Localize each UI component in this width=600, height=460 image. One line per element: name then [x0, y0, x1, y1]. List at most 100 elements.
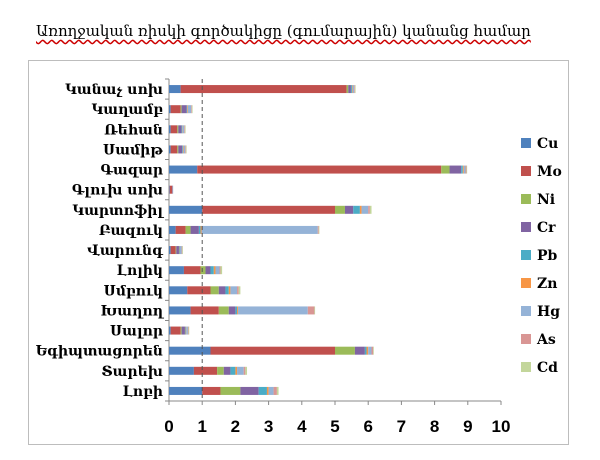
legend-swatch-cr	[521, 222, 531, 232]
bar-segment-as	[243, 366, 246, 375]
bar-segment-cu	[169, 145, 171, 154]
bar-segment-cr	[178, 145, 183, 154]
legend-label: Hg	[537, 304, 560, 320]
bar-segment-cd	[245, 366, 248, 375]
bar-segment-ni	[185, 225, 191, 234]
bar-segment-as	[184, 125, 185, 134]
bar-segment-pb	[225, 286, 229, 295]
bar-segment-pb	[364, 346, 367, 355]
bar-segment-cd	[184, 125, 186, 134]
legend-label: Mo	[537, 164, 562, 180]
y-tick-label: Եգիպտացորեն	[36, 344, 163, 360]
bar-segment-hg	[183, 145, 186, 154]
bar-segment-cr	[205, 266, 211, 275]
bar-segment-ni	[180, 326, 182, 335]
bar-segment-cu	[169, 185, 170, 194]
bar-segment-zn	[266, 386, 269, 395]
bar-segment-pb	[181, 125, 183, 134]
bar-segment-cr	[190, 225, 199, 234]
bar-segment-pb	[184, 326, 186, 335]
x-tick-label: 3	[264, 417, 273, 436]
legend-swatch-cu	[521, 138, 531, 148]
bar-segment-cu	[169, 205, 203, 214]
bar-segment-mo	[193, 366, 218, 375]
bar-segment-ni	[335, 205, 345, 214]
bar-segment-cd	[466, 165, 468, 174]
bar-segment-hg	[268, 386, 274, 395]
bar-segment-cd	[188, 326, 190, 335]
bar-segment-zn	[351, 85, 353, 94]
x-tick-label: 10	[492, 417, 511, 436]
y-tick-label: Սամիթ	[103, 142, 163, 158]
bar-segment-ni	[335, 346, 355, 355]
bar-segment-ni	[175, 246, 177, 255]
bar-segment-as	[465, 165, 467, 174]
bar-segment-cu	[169, 386, 203, 395]
bar-segment-ni	[200, 266, 206, 275]
bar-segment-hg	[238, 306, 308, 315]
bar-segment-cu	[169, 306, 191, 315]
bar-segment-ni	[220, 386, 241, 395]
x-tick-label: 9	[463, 417, 472, 436]
bar-segment-cd	[191, 105, 193, 114]
bar-segment-mo	[202, 205, 335, 214]
bar-segment-mo	[169, 185, 173, 194]
bar-segment-cr	[348, 85, 351, 94]
bar-segment-ni	[218, 306, 229, 315]
bar-segment-hg	[186, 326, 188, 335]
bar-segment-cu	[169, 165, 198, 174]
bar-segment-zn	[179, 246, 181, 255]
bar-segment-hg	[187, 105, 192, 114]
bar-segment-hg	[201, 225, 318, 234]
bar-segment-mo	[190, 306, 219, 315]
x-tick-label: 4	[297, 417, 307, 436]
legend-swatch-mo	[521, 166, 531, 176]
legend-swatch-as	[521, 334, 531, 344]
bar-segment-zn	[366, 346, 369, 355]
bar-segment-pb	[182, 145, 183, 154]
x-tick-label: 8	[430, 417, 439, 436]
bar-segment-zn	[462, 165, 464, 174]
bar-segment-ni	[441, 165, 450, 174]
bar-segment-zn	[228, 286, 231, 295]
bar-segment-cd	[182, 246, 183, 255]
y-tick-label: Վարունգ	[87, 243, 164, 259]
bar-segment-hg	[237, 366, 244, 375]
y-tick-label: Կանաչ սոխ	[65, 82, 163, 98]
bar-segment-hg	[182, 125, 185, 134]
bar-segment-cr	[228, 306, 236, 315]
bar-segment-as	[317, 225, 319, 234]
bar-segment-zn	[200, 225, 202, 234]
bar-segment-mo	[183, 266, 201, 275]
bar-segment-as	[371, 346, 374, 355]
y-tick-label: Բազուկ	[99, 223, 163, 239]
bar-segment-hg	[179, 246, 182, 255]
bar-segment-pb	[235, 306, 238, 315]
y-tick-label: Կարտոֆիլ	[72, 203, 164, 219]
stacked-bar-chart: Կանաչ սոխ Կաղամբ Ռեհան Սամիթ Գազար Գլուխ սոխ Կ…	[36, 78, 562, 436]
bar-segment-as	[219, 266, 221, 275]
bar-segment-as	[273, 386, 277, 395]
bar-segment-pb	[353, 205, 360, 214]
bar-segment-mo	[170, 145, 178, 154]
bar-segment-as	[354, 85, 355, 94]
legend-swatch-hg	[521, 306, 531, 316]
bar-segment-mo	[202, 386, 221, 395]
bar-segment-mo	[210, 346, 335, 355]
bar-segment-cr	[181, 326, 185, 335]
bar-segment-cr	[240, 386, 259, 395]
bar-segment-mo	[175, 225, 186, 234]
bar-segment-cu	[169, 366, 194, 375]
legend-label: Cu	[537, 136, 558, 152]
legend-label: As	[536, 332, 556, 348]
bar-segment-zn	[237, 306, 239, 315]
bar-segment-hg	[361, 205, 369, 214]
bar-segment-cr	[354, 346, 365, 355]
bar-segment-cd	[354, 85, 356, 94]
bar-segment-cu	[169, 286, 188, 295]
legend-swatch-cd	[521, 362, 531, 372]
bar-segment-ni	[177, 145, 179, 154]
x-tick-label: 2	[231, 417, 240, 436]
y-tick-label: Գազար	[100, 163, 163, 179]
legend-swatch-ni	[521, 194, 531, 204]
